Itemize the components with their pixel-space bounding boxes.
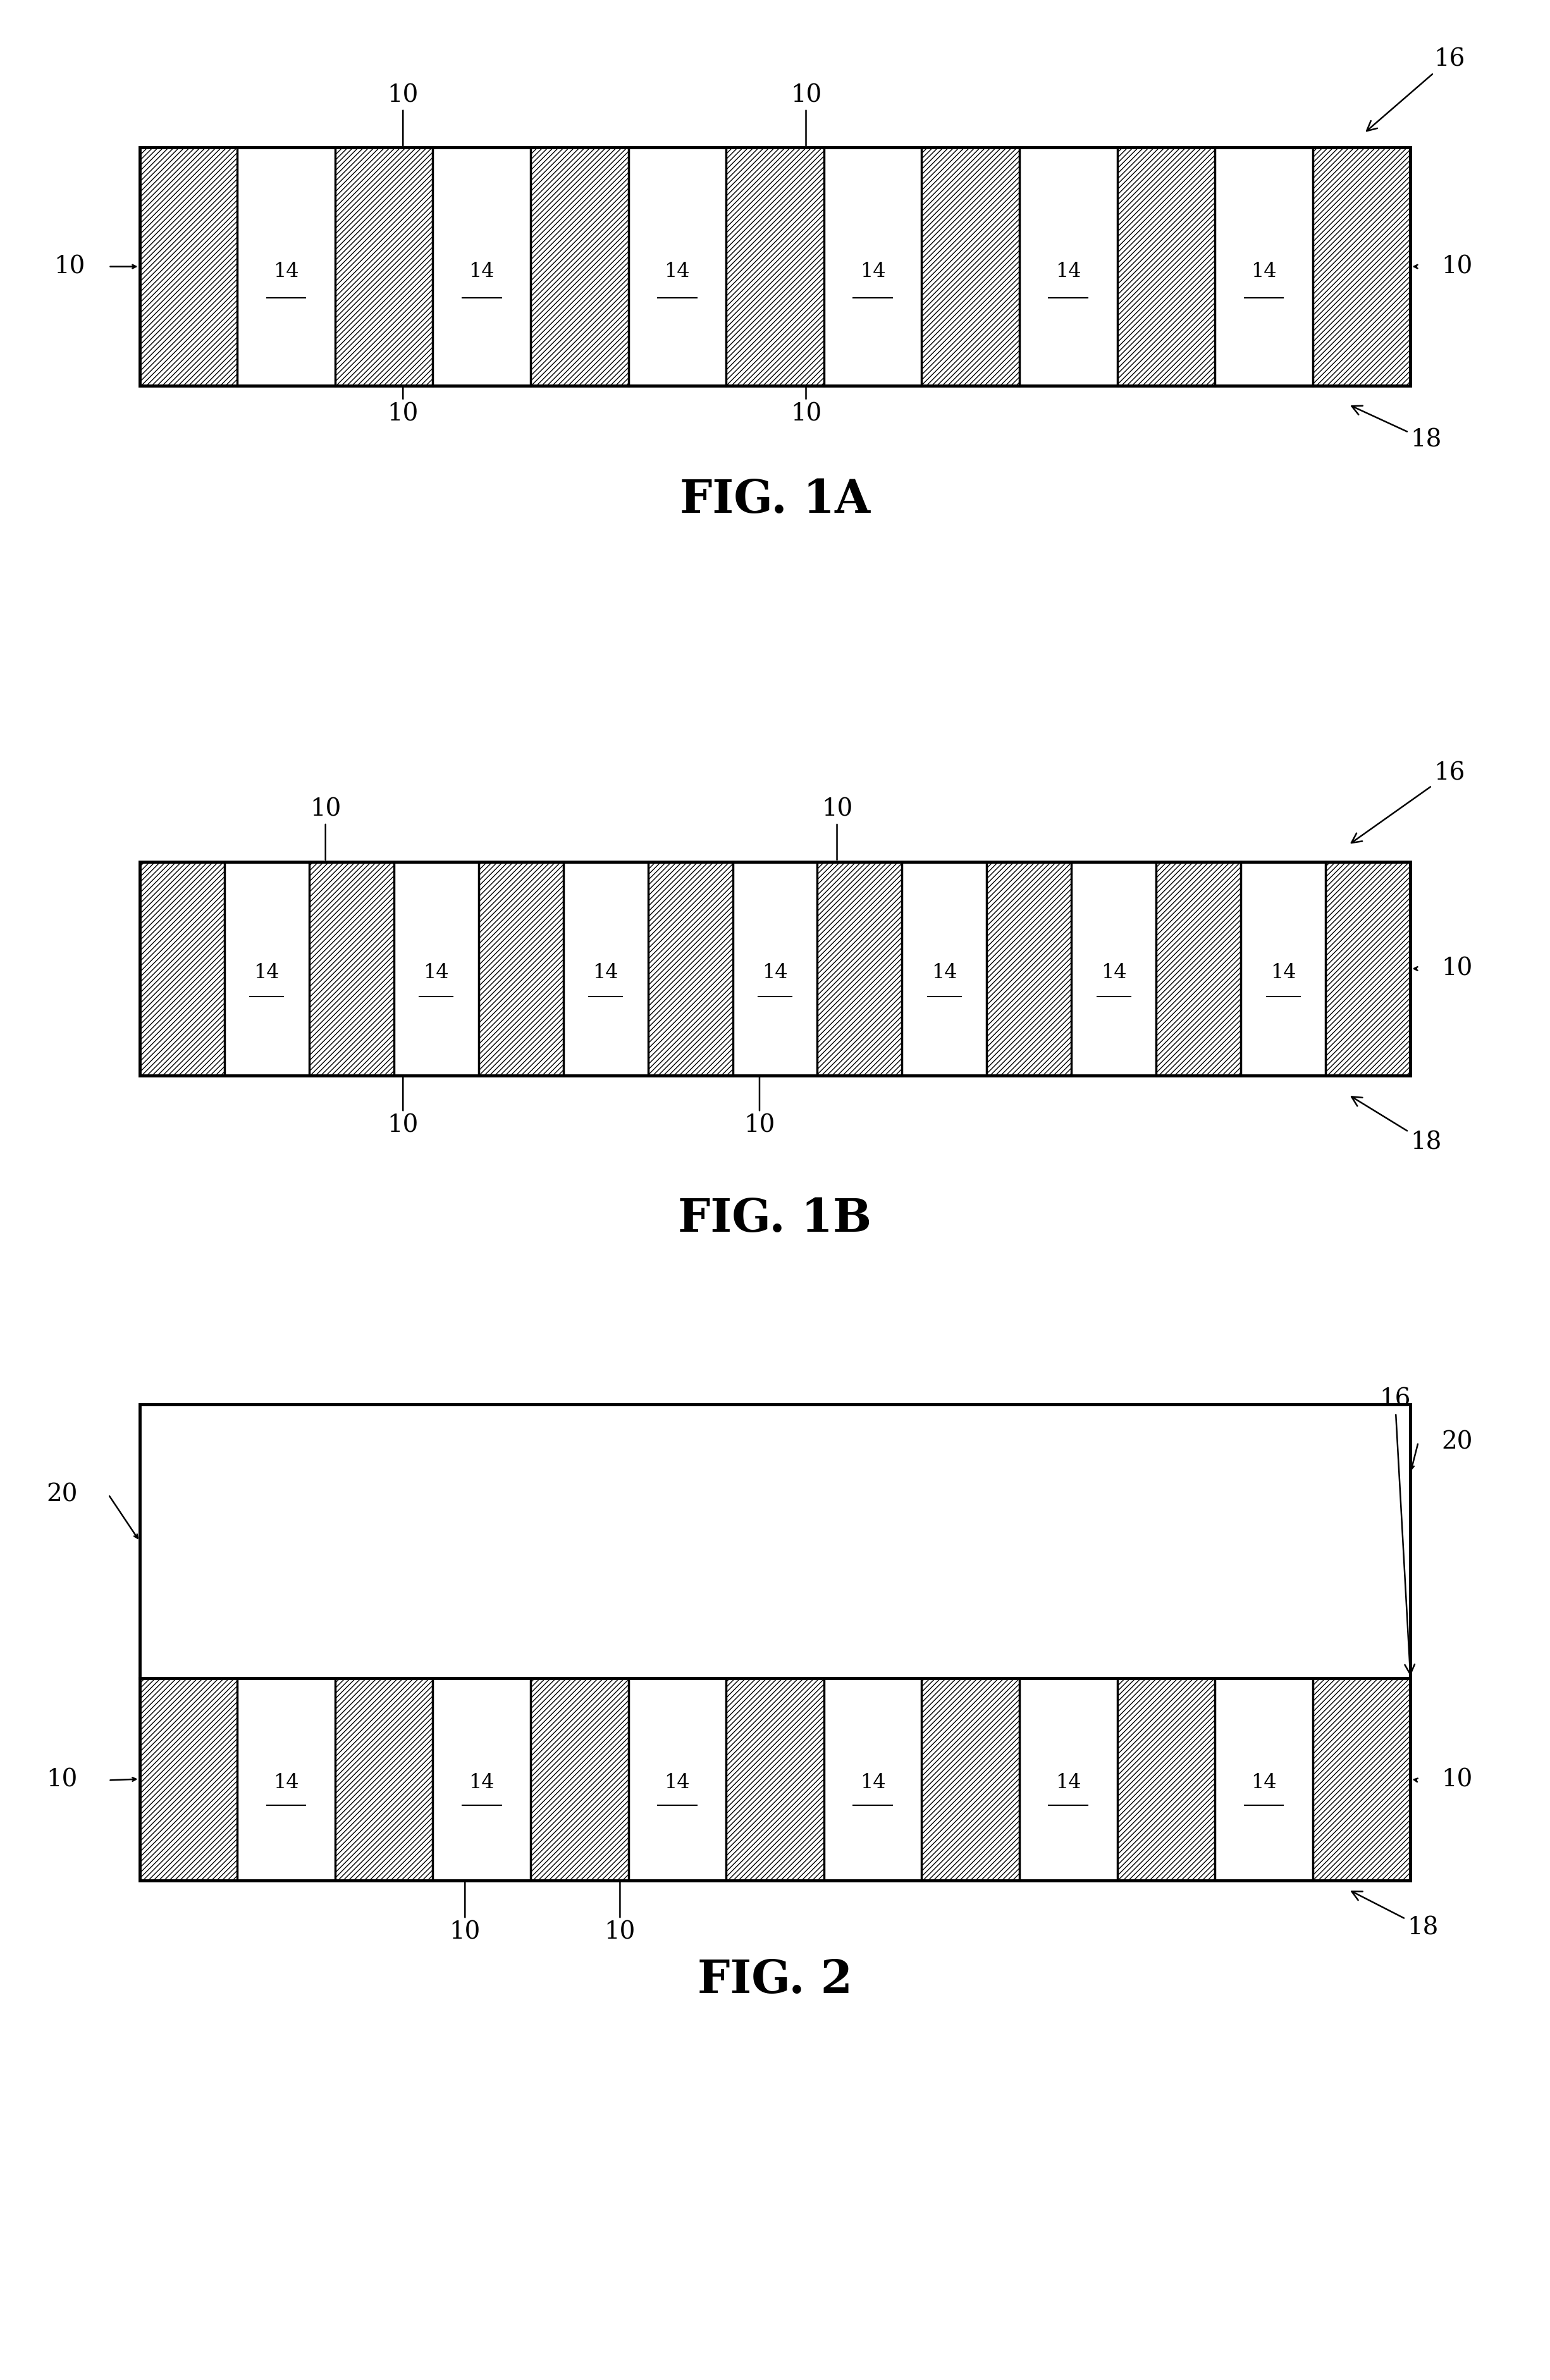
Text: 16: 16 xyxy=(1367,48,1465,131)
Text: 14: 14 xyxy=(273,262,299,281)
Bar xyxy=(140,1678,1411,1880)
Text: 14: 14 xyxy=(1271,964,1296,983)
Bar xyxy=(140,148,1411,386)
Text: 16: 16 xyxy=(1380,1388,1415,1676)
Text: 10: 10 xyxy=(388,388,419,426)
Text: 14: 14 xyxy=(254,964,279,983)
Bar xyxy=(140,148,237,386)
Bar xyxy=(922,148,1020,386)
Text: 10: 10 xyxy=(310,797,341,859)
Text: 10: 10 xyxy=(450,1883,481,1944)
Text: 14: 14 xyxy=(1251,262,1277,281)
Bar xyxy=(1156,862,1242,1076)
Text: 10: 10 xyxy=(744,1078,775,1138)
Text: FIG. 1B: FIG. 1B xyxy=(679,1197,871,1240)
Bar xyxy=(1118,148,1215,386)
Text: 20: 20 xyxy=(1442,1430,1473,1454)
Bar xyxy=(648,862,733,1076)
Text: 10: 10 xyxy=(1442,255,1473,278)
Bar xyxy=(479,862,563,1076)
Text: 14: 14 xyxy=(1056,1773,1082,1792)
Text: 14: 14 xyxy=(665,262,690,281)
Text: 14: 14 xyxy=(423,964,450,983)
Bar xyxy=(530,1678,628,1880)
Bar xyxy=(725,1678,825,1880)
Text: 14: 14 xyxy=(1056,262,1082,281)
Text: 14: 14 xyxy=(1251,1773,1277,1792)
Text: 10: 10 xyxy=(1442,957,1473,981)
Bar xyxy=(308,862,394,1076)
Text: 18: 18 xyxy=(1352,405,1442,452)
Text: 20: 20 xyxy=(47,1483,78,1507)
Text: 10: 10 xyxy=(388,83,419,145)
Bar xyxy=(335,148,432,386)
Bar xyxy=(1313,1678,1410,1880)
Text: 14: 14 xyxy=(763,964,787,983)
Bar xyxy=(922,1678,1020,1880)
Text: 18: 18 xyxy=(1352,1097,1442,1154)
Bar xyxy=(1325,862,1411,1076)
Text: FIG. 2: FIG. 2 xyxy=(698,1959,853,2002)
Text: 16: 16 xyxy=(1352,762,1465,843)
Text: 14: 14 xyxy=(665,1773,690,1792)
Bar xyxy=(817,862,902,1076)
Text: 10: 10 xyxy=(822,797,852,859)
Bar xyxy=(1313,148,1410,386)
Text: 14: 14 xyxy=(468,262,494,281)
Bar xyxy=(725,148,825,386)
Text: 10: 10 xyxy=(1442,1768,1473,1792)
Text: 14: 14 xyxy=(860,262,885,281)
Text: 14: 14 xyxy=(468,1773,494,1792)
Text: 18: 18 xyxy=(1352,1892,1438,1940)
Text: 14: 14 xyxy=(592,964,618,983)
Bar xyxy=(140,1678,237,1880)
Text: 14: 14 xyxy=(860,1773,885,1792)
Text: 10: 10 xyxy=(790,388,822,426)
Text: 14: 14 xyxy=(273,1773,299,1792)
Bar xyxy=(140,148,1411,386)
Bar xyxy=(987,862,1071,1076)
Text: FIG. 1A: FIG. 1A xyxy=(680,478,870,521)
Text: 14: 14 xyxy=(1100,964,1127,983)
Bar xyxy=(140,1678,1411,1880)
Text: 10: 10 xyxy=(388,1078,419,1138)
Bar xyxy=(335,1678,432,1880)
Text: 14: 14 xyxy=(932,964,958,983)
Bar xyxy=(140,862,1411,1076)
Text: 10: 10 xyxy=(604,1883,636,1944)
Bar xyxy=(140,862,225,1076)
Text: 10: 10 xyxy=(54,255,85,278)
Text: 10: 10 xyxy=(47,1768,78,1792)
Bar xyxy=(140,862,1411,1076)
Bar xyxy=(1118,1678,1215,1880)
Text: 10: 10 xyxy=(790,83,822,145)
Bar xyxy=(530,148,628,386)
Bar xyxy=(140,1404,1411,1678)
